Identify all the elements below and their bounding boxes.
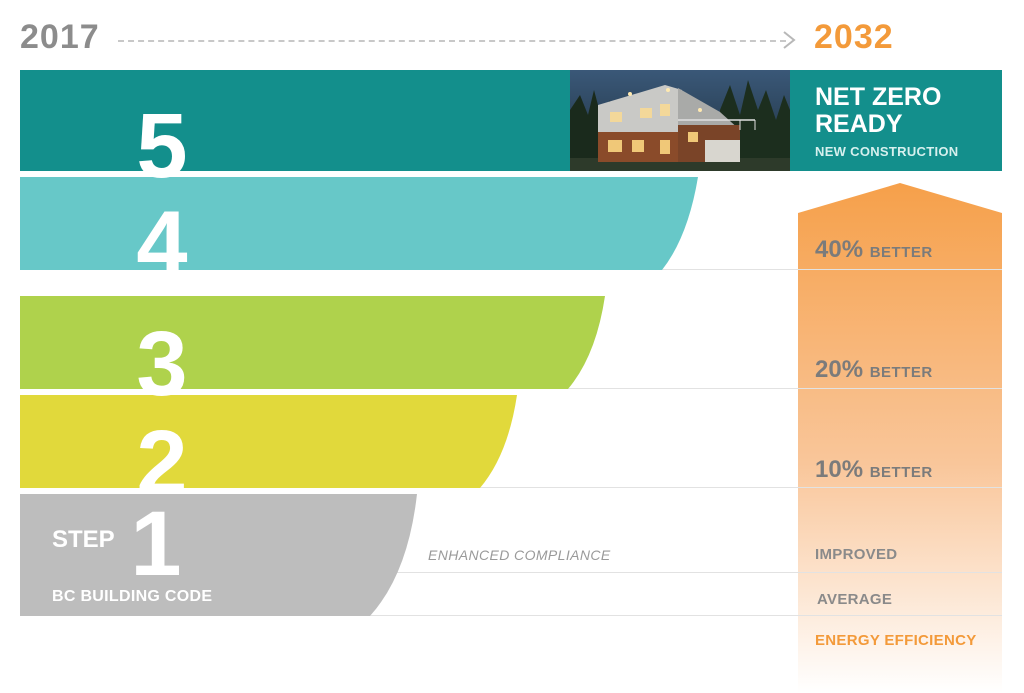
- step-4-band: [20, 177, 698, 270]
- divider-line: [20, 487, 1002, 488]
- step-1-band: [20, 494, 417, 616]
- net-zero-title: NET ZERO READY: [815, 83, 942, 138]
- net-zero-subtitle: NEW CONSTRUCTION: [815, 144, 959, 159]
- efficiency-word: BETTER: [869, 244, 933, 261]
- efficiency-level-40: 40% BETTER: [815, 236, 933, 264]
- efficiency-value: 10%: [815, 456, 864, 483]
- step-3-band: [20, 296, 605, 389]
- efficiency-level-20: 20% BETTER: [815, 356, 933, 384]
- efficiency-word: BETTER: [869, 464, 933, 481]
- net-zero-box: NET ZERO READY NEW CONSTRUCTION: [790, 70, 1002, 171]
- bc-building-code-label: BC BUILDING CODE: [52, 588, 213, 605]
- step-3-number: 3: [136, 313, 188, 415]
- step-2-number: 2: [136, 412, 188, 514]
- house-photo: [570, 70, 790, 171]
- step-5-number: 5: [136, 95, 188, 197]
- efficiency-value: 20%: [815, 356, 864, 383]
- house-icon: [570, 70, 790, 171]
- average-label: AVERAGE: [817, 591, 893, 608]
- divider-line: [20, 572, 1002, 573]
- improved-label: IMPROVED: [815, 546, 898, 563]
- efficiency-word: BETTER: [869, 364, 933, 381]
- start-year: 2017: [20, 18, 100, 56]
- enhanced-compliance-label: ENHANCED COMPLIANCE: [428, 547, 611, 563]
- step-5-band: [20, 70, 570, 171]
- timeline-arrow-icon: [783, 31, 796, 49]
- efficiency-arrow: [798, 183, 1002, 693]
- step-4-number: 4: [136, 193, 188, 295]
- divider-line: [20, 615, 1002, 616]
- step-1-number: 1: [130, 493, 182, 595]
- energy-efficiency-label: ENERGY EFFICIENCY: [815, 632, 977, 649]
- timeline-dashed-line: [118, 40, 786, 42]
- step-2-band: [20, 395, 517, 488]
- step-word-label: STEP: [52, 526, 115, 553]
- efficiency-value: 40%: [815, 236, 864, 263]
- efficiency-level-10: 10% BETTER: [815, 456, 933, 484]
- end-year: 2032: [814, 18, 894, 56]
